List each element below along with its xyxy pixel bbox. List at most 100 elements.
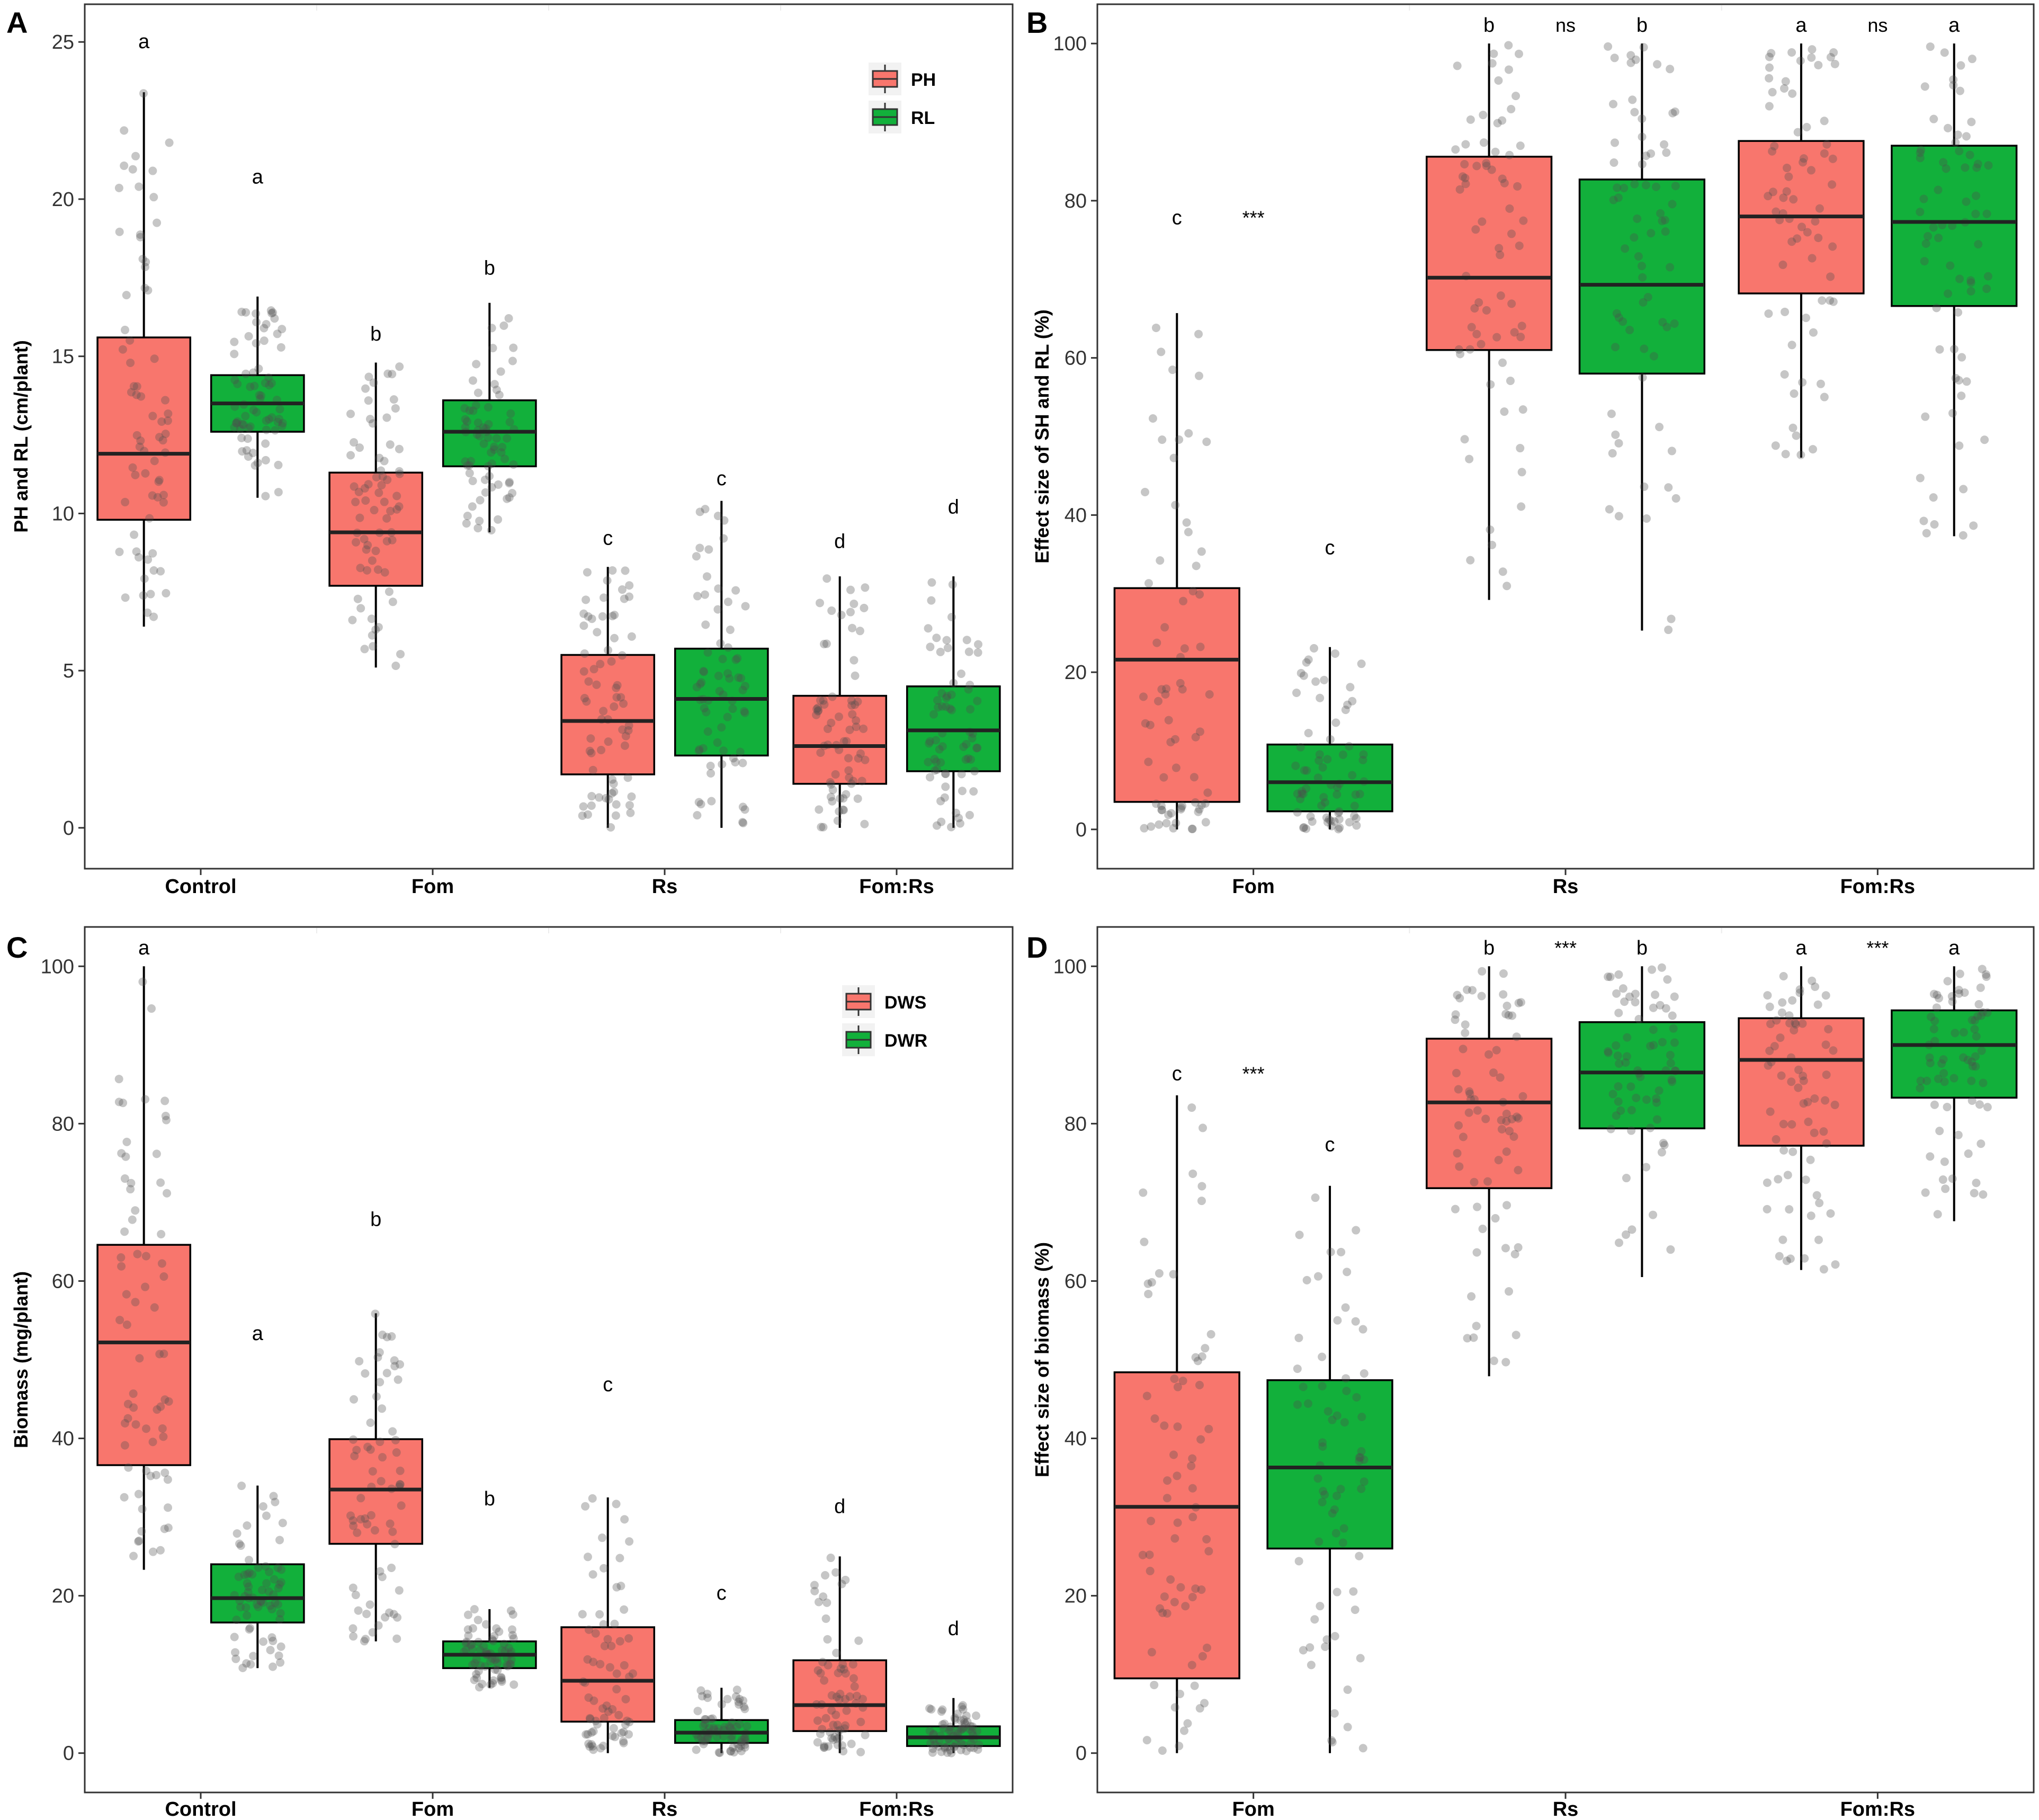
data-point: [737, 674, 746, 683]
data-point: [1497, 1116, 1506, 1125]
data-point: [579, 802, 588, 811]
data-point: [1343, 1723, 1352, 1732]
data-point: [156, 567, 165, 576]
data-point: [860, 603, 869, 612]
data-point: [1968, 1096, 1977, 1105]
data-point: [952, 808, 961, 817]
data-point: [375, 453, 384, 462]
data-point: [736, 747, 745, 756]
data-point: [813, 1666, 822, 1675]
data-point: [1486, 525, 1495, 534]
data-point: [237, 307, 246, 316]
data-point: [135, 182, 144, 191]
data-point: [625, 801, 634, 810]
data-point: [1641, 181, 1650, 190]
data-point: [580, 649, 589, 658]
data-point: [838, 1741, 847, 1750]
data-point: [124, 1463, 133, 1472]
data-point: [1302, 766, 1311, 775]
data-point: [936, 758, 945, 767]
data-point: [958, 1702, 967, 1711]
data-point: [388, 1527, 397, 1536]
box-iqr: [1578, 179, 1706, 375]
data-point: [462, 519, 471, 528]
data-point: [392, 505, 401, 514]
data-point: [153, 1405, 162, 1414]
data-point: [1790, 1025, 1799, 1034]
data-point: [1155, 820, 1164, 829]
data-point: [231, 1648, 240, 1657]
data-point: [847, 779, 856, 788]
data-point: [925, 737, 934, 746]
data-point: [625, 592, 634, 601]
data-point: [378, 472, 387, 481]
data-point: [598, 1742, 607, 1751]
data-point: [738, 685, 747, 694]
data-point: [703, 1733, 712, 1742]
data-point: [230, 337, 239, 346]
data-point: [1916, 148, 1925, 157]
data-point: [267, 1633, 276, 1642]
data-point: [1332, 1491, 1342, 1500]
data-point: [581, 1502, 590, 1511]
data-point: [701, 1737, 710, 1746]
data-point: [1955, 441, 1964, 450]
data-point: [121, 1152, 130, 1161]
data-point: [851, 700, 860, 709]
data-point: [585, 1714, 594, 1723]
data-point: [612, 1685, 621, 1694]
box-iqr: [328, 1438, 424, 1545]
box-Rs-green: c: [674, 1582, 769, 1757]
data-point: [1649, 1003, 1658, 1012]
data-point: [475, 1683, 484, 1692]
data-point: [1355, 1551, 1364, 1560]
data-point: [1821, 1096, 1830, 1105]
data-point: [1614, 1097, 1623, 1106]
data-point: [1469, 1333, 1478, 1342]
data-point: [823, 724, 832, 733]
data-point: [1173, 1518, 1182, 1527]
data-point: [1176, 805, 1185, 814]
data-point: [735, 1694, 744, 1703]
data-point: [932, 634, 941, 643]
data-point: [1489, 1357, 1498, 1366]
data-point: [1328, 1415, 1337, 1424]
data-point: [476, 1661, 485, 1670]
data-point: [1970, 1024, 1979, 1033]
data-point: [148, 549, 157, 558]
data-point: [1929, 989, 1938, 998]
data-point: [384, 587, 394, 596]
data-point: [160, 1468, 169, 1477]
data-point: [1171, 763, 1181, 772]
data-point: [1304, 1399, 1313, 1408]
data-point: [1982, 972, 1991, 981]
data-point: [740, 707, 749, 716]
data-point: [1615, 1059, 1624, 1068]
data-point: [824, 1742, 833, 1751]
data-point: [1334, 808, 1343, 817]
data-point: [1612, 1111, 1621, 1120]
data-point: [849, 1674, 858, 1683]
data-point: [257, 1585, 266, 1594]
data-point: [382, 537, 391, 546]
data-point: [1184, 429, 1193, 438]
data-point: [1638, 273, 1647, 282]
data-point: [737, 1735, 746, 1744]
data-point: [1967, 118, 1976, 127]
y-tick-label: 100: [1053, 956, 1087, 978]
data-point: [503, 1662, 512, 1671]
data-point: [239, 420, 248, 429]
data-point: [490, 1655, 499, 1664]
data-point: [1636, 1073, 1645, 1082]
box-iqr: [1891, 1009, 2018, 1099]
y-tick-label: 40: [52, 1428, 74, 1450]
data-point: [382, 1333, 391, 1342]
data-point: [1662, 323, 1671, 332]
data-point: [1943, 123, 1952, 132]
data-point: [274, 414, 283, 423]
data-point: [504, 314, 513, 323]
data-point: [828, 797, 837, 806]
data-point: [246, 1623, 255, 1632]
data-point: [1784, 172, 1793, 181]
